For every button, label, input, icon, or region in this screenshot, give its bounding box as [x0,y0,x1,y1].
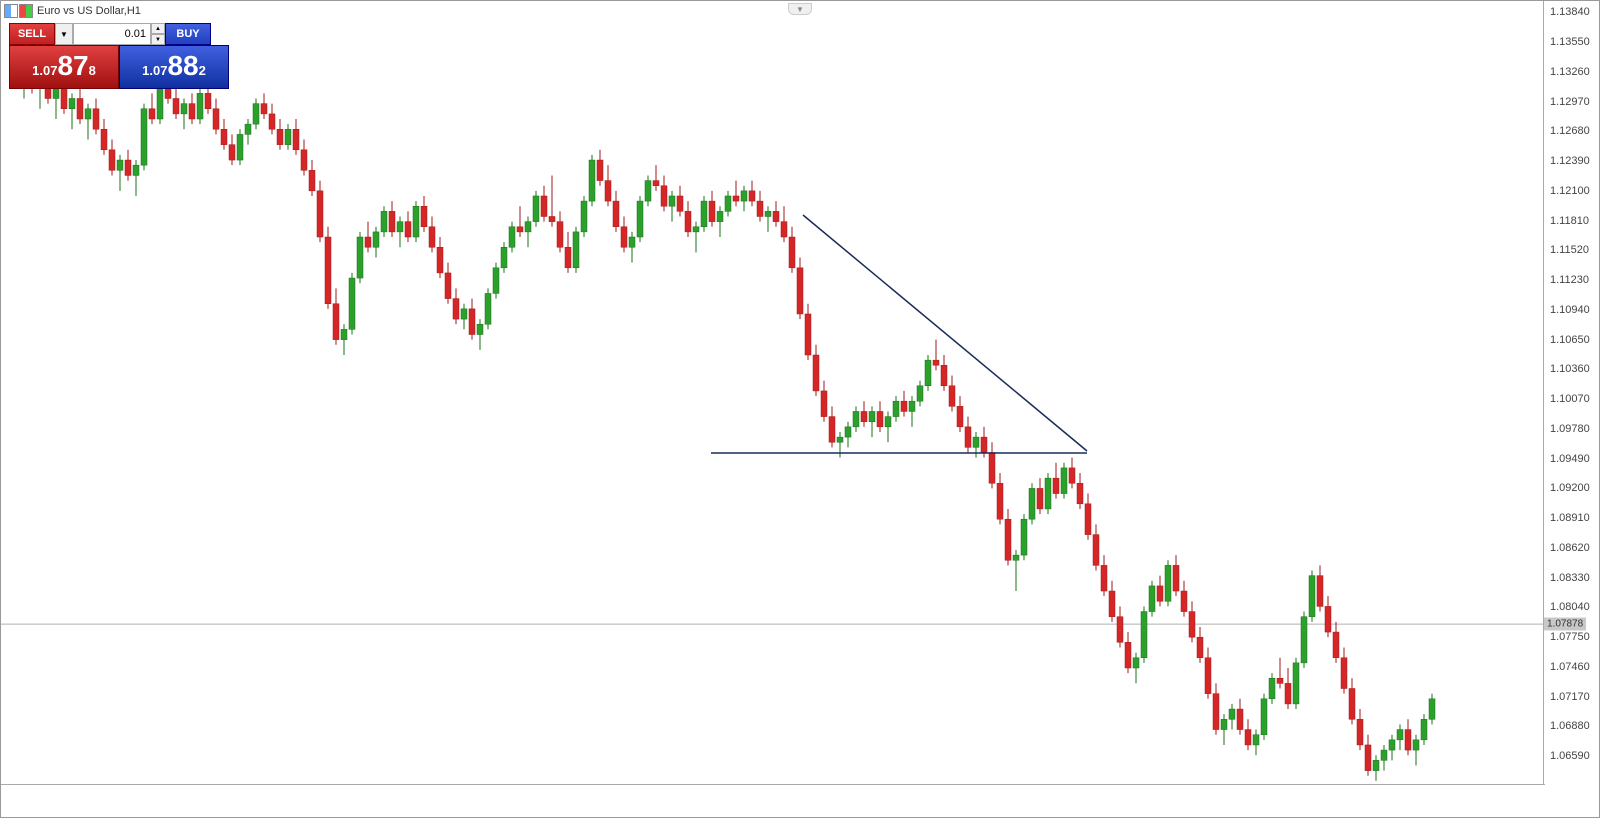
sell-price-prefix: 1.07 [32,63,57,78]
price-tick: 1.10360 [1550,363,1590,375]
price-tick: 1.08620 [1550,542,1590,554]
order-type-dropdown[interactable]: ▼ [55,23,73,45]
current-price-marker: 1.07878 [1544,618,1586,631]
buy-price-panel[interactable]: 1.07 88 2 [119,45,229,89]
price-tick: 1.11520 [1550,244,1589,256]
price-tick: 1.12100 [1550,185,1590,197]
price-tick: 1.08330 [1550,572,1590,584]
buy-button[interactable]: BUY [165,23,211,45]
price-tick: 1.13840 [1550,6,1590,18]
price-tick: 1.12390 [1550,155,1590,167]
price-tick: 1.10940 [1550,304,1590,316]
price-tick: 1.07460 [1550,661,1590,673]
sell-button[interactable]: SELL [9,23,55,45]
price-tick: 1.13260 [1550,66,1590,78]
price-tick: 1.07750 [1550,631,1590,643]
price-tick: 1.12970 [1550,96,1590,108]
chart-title-bar: Euro vs US Dollar,H1 [2,2,141,20]
price-tick: 1.13550 [1550,36,1590,48]
price-tick: 1.11230 [1550,274,1589,286]
sell-price-panel[interactable]: 1.07 87 8 [9,45,119,89]
sell-price-sup: 8 [89,63,96,78]
price-tick: 1.06590 [1550,750,1590,762]
chart-window: ▼ Euro vs US Dollar,H1 SELL ▼ 0.01 ▲ ▼ B… [0,0,1600,818]
sell-price-big: 87 [57,50,88,82]
buy-price-big: 88 [167,50,198,82]
time-axis [1,784,1545,817]
volume-up[interactable]: ▲ [151,23,165,34]
volume-down[interactable]: ▼ [151,34,165,45]
collapse-panel-icon[interactable]: ▼ [788,3,812,15]
window-icons [4,4,33,18]
price-tick: 1.09490 [1550,453,1590,465]
candlestick-chart[interactable] [1,1,1545,786]
buy-price-sup: 2 [199,63,206,78]
volume-input[interactable]: 0.01 [73,23,151,45]
tile-icon[interactable] [4,4,18,18]
price-tick: 1.09780 [1550,423,1590,435]
candle-icon[interactable] [19,4,33,18]
price-axis: 1.13840 1.13550 1.13260 1.12970 1.12680 1.123… [1543,1,1599,786]
price-tick: 1.07170 [1550,691,1590,703]
price-tick: 1.10070 [1550,393,1590,405]
one-click-trade-panel: SELL ▼ 0.01 ▲ ▼ BUY 1.07 87 8 1.07 88 2 [9,23,229,89]
price-tick: 1.11810 [1550,215,1589,227]
chart-title: Euro vs US Dollar,H1 [37,5,141,17]
price-tick: 1.12680 [1550,125,1590,137]
price-tick: 1.08040 [1550,601,1590,613]
buy-price-prefix: 1.07 [142,63,167,78]
price-tick: 1.08910 [1550,512,1590,524]
price-tick: 1.09200 [1550,482,1590,494]
price-tick: 1.10650 [1550,334,1590,346]
price-tick: 1.06880 [1550,720,1590,732]
